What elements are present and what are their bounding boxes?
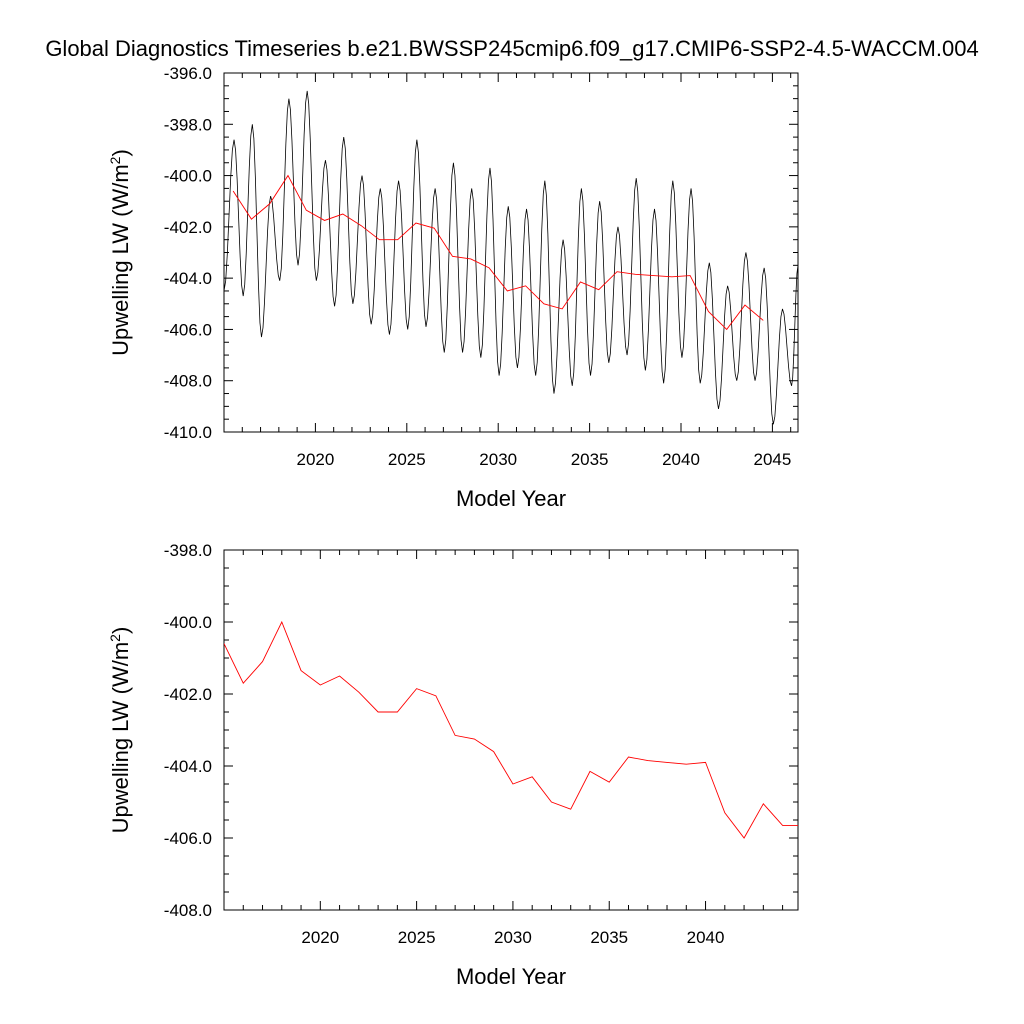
panel-1-y-axis-label: Upwelling LW (W/m2) <box>107 149 133 356</box>
panel-2-x-tick-label: 2025 <box>398 928 436 947</box>
panel-1-y-tick-label: -408.0 <box>164 372 212 391</box>
panel-2-y-tick-label: -398.0 <box>164 541 212 560</box>
panel-1-y-tick-label: -400.0 <box>164 167 212 186</box>
panel-2-group: 2020 2025 2030 2035 2040 -408.0 -406.0 -404.0 -4… <box>107 541 799 989</box>
panel-2-x-tick-label: 2040 <box>687 928 725 947</box>
panel-1-x-tick-label: 2025 <box>388 450 426 469</box>
panel-1-y-tick-label: -402.0 <box>164 218 212 237</box>
panel-2-x-tick-label: 2030 <box>494 928 532 947</box>
panel-1-y-axis-label-tail: ) <box>108 149 133 156</box>
panel-2-y-tick-label: -408.0 <box>164 901 212 920</box>
panel-1-y-tick-label: -396.0 <box>164 64 212 83</box>
panel-1-y-tick-label: -398.0 <box>164 115 212 134</box>
panel-2-y-tick-label: -404.0 <box>164 757 212 776</box>
panel-1-x-tick-label: 2035 <box>571 450 609 469</box>
panel-1-annual-mean-series-line <box>232 174 764 331</box>
panel-2-y-axis-label-tail: ) <box>108 627 133 634</box>
panel-1-y-tick-label: -406.0 <box>164 320 212 339</box>
panel-2-x-tick-label: 2020 <box>301 928 339 947</box>
panel-1-group: 2020 2025 2030 2035 2040 2045 -410.0 -408.0 -406… <box>107 64 799 511</box>
panel-2-y-tick-label: -400.0 <box>164 613 212 632</box>
panel-1-x-axis-label: Model Year <box>456 486 566 511</box>
panel-2-x-tick-label: 2035 <box>590 928 628 947</box>
panel-1-y-axis-label-sup: 2 <box>107 156 123 164</box>
panel-1-y-tick-label: -404.0 <box>164 269 212 288</box>
panel-2-y-tick-label: -406.0 <box>164 829 212 848</box>
panel-1-y-tick-label: -410.0 <box>164 423 212 442</box>
panel-1-x-tick-label: 2045 <box>753 450 791 469</box>
panel-1-monthly-series-line <box>224 90 798 425</box>
panel-2-annual-mean-series-line <box>224 620 798 839</box>
panel-2-y-axis-label-main: Upwelling LW (W/m <box>108 642 133 834</box>
panel-2-y-axis-label: Upwelling LW (W/m2) <box>107 627 133 834</box>
panel-2-x-axis-label: Model Year <box>456 964 566 989</box>
panel-2-y-tick-label: -402.0 <box>164 685 212 704</box>
panel-2-y-axis-label-sup: 2 <box>107 634 123 642</box>
panel-1-x-tick-label: 2040 <box>662 450 700 469</box>
panel-1-x-tick-label: 2020 <box>296 450 334 469</box>
panel-1-x-tick-label: 2030 <box>479 450 517 469</box>
panel-2-plot-frame <box>223 549 799 911</box>
panel-1-y-axis-label-main: Upwelling LW (W/m <box>108 164 133 356</box>
page-title: Global Diagnostics Timeseries b.e21.BWSS… <box>45 36 979 61</box>
